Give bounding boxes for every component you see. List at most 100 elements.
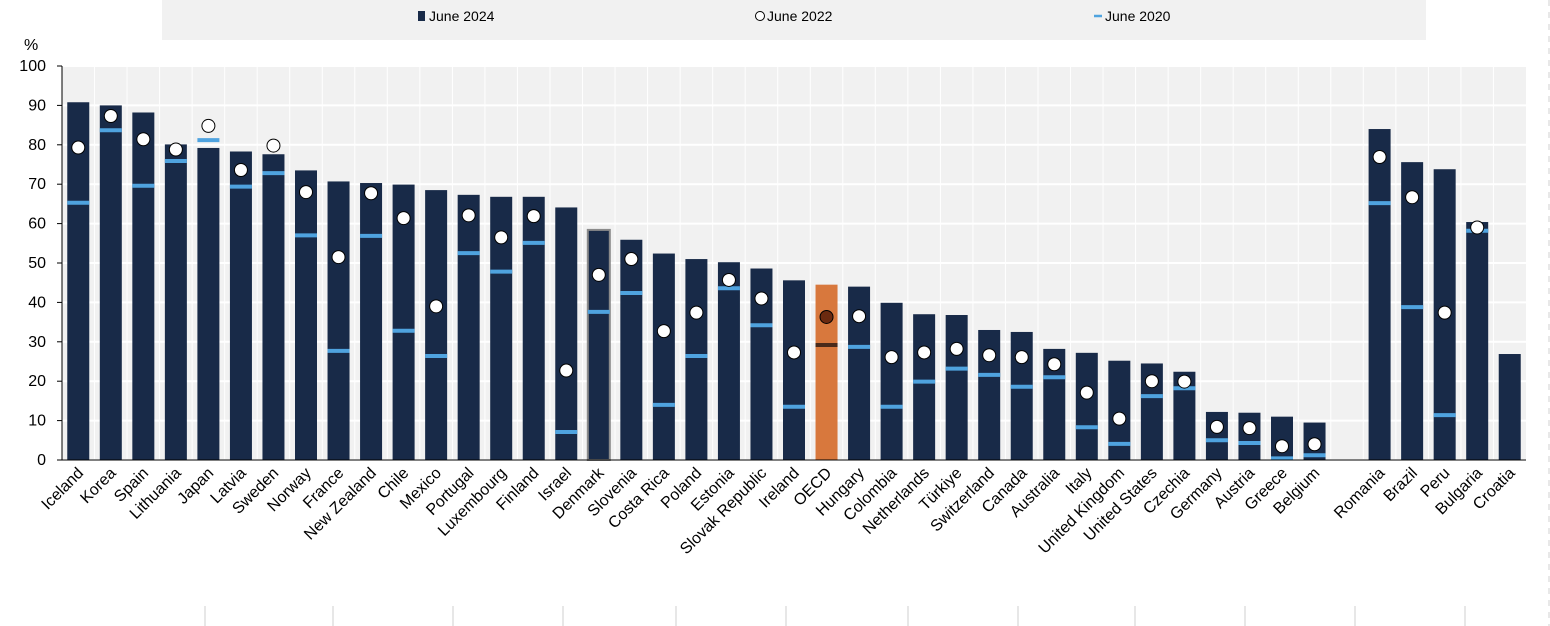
point-2022-t-rkiye (949, 341, 964, 356)
point-2022-norway (299, 185, 313, 200)
bar-sweden (262, 154, 285, 461)
y-tick-label: 50 (28, 255, 46, 272)
bar-oecd (815, 284, 838, 460)
bar-czechia (1173, 371, 1196, 460)
point-2022-poland (689, 305, 704, 320)
footer-dividers (204, 0, 1550, 626)
bar-croatia (1498, 354, 1521, 460)
legend-swatch-circle (755, 11, 765, 21)
point-2022-slovenia (624, 252, 639, 267)
bar-portugal (457, 194, 480, 460)
x-tick-label: Iceland (39, 465, 88, 514)
legend-box (162, 0, 1426, 40)
point-2022-italy (1079, 385, 1094, 400)
legend: June 2024 June 2022 June 2020 (418, 8, 1171, 24)
point-2022-new-zealand (364, 186, 379, 201)
point-2022-france (331, 250, 346, 265)
bar-luxembourg (490, 196, 513, 461)
bar-new-zealand (360, 183, 383, 460)
point-2022-denmark (591, 267, 606, 282)
bar-italy (1075, 352, 1098, 460)
point-2022-latvia (233, 163, 248, 178)
june-2022-markers (71, 109, 1485, 454)
point-2022-spain (136, 132, 151, 147)
y-tick-label: 40 (28, 294, 46, 311)
y-axis-label: % (24, 37, 38, 54)
bar-united-states (1140, 363, 1163, 460)
point-2022-mexico (429, 299, 444, 314)
point-2022-korea (103, 109, 118, 124)
x-tick-label: Japan (174, 465, 217, 508)
point-2022-australia (1047, 357, 1062, 372)
bar-iceland (67, 102, 90, 461)
legend-label: June 2024 (429, 8, 495, 24)
y-tick-label: 10 (28, 413, 46, 430)
point-2022-belgium (1307, 437, 1322, 452)
bar-greece (1271, 416, 1293, 460)
y-tick-label: 60 (28, 216, 46, 233)
bar-slovenia (620, 239, 643, 460)
bar-switzerland (978, 329, 1001, 460)
y-tick-label: 20 (28, 373, 46, 390)
bar-lithuania (164, 144, 187, 460)
bar-hungary (848, 286, 871, 460)
point-2022-switzerland (982, 348, 997, 363)
bar-romania (1368, 129, 1391, 461)
point-2022-brazil (1405, 190, 1420, 205)
y-tick-label: 90 (28, 97, 46, 114)
point-2022-canada (1014, 350, 1029, 365)
point-2022-netherlands (917, 345, 932, 360)
bar-spain (132, 112, 155, 460)
bar-denmark (586, 228, 611, 461)
bar-canada (1010, 331, 1033, 460)
point-2022-iceland (71, 140, 86, 155)
point-2022-germany (1209, 419, 1224, 434)
y-tick-label: 70 (28, 176, 46, 193)
june-2020-markers (67, 128, 1489, 461)
point-2022-ireland (787, 345, 801, 360)
bar-korea (99, 105, 122, 461)
bar-poland (685, 259, 708, 460)
point-2022-peru (1437, 305, 1452, 320)
point-2022-austria (1242, 421, 1257, 436)
x-tick-label: Brazil (1381, 465, 1421, 505)
point-2022-japan (201, 118, 216, 133)
point-2022-colombia (884, 350, 899, 365)
point-2022-slovak-republic (754, 291, 769, 306)
point-2022-lithuania (168, 142, 183, 157)
point-2022-sweden (266, 138, 281, 153)
bar-israel (555, 207, 578, 460)
y-tick-label: 0 (37, 452, 46, 469)
point-2022-united-kingdom (1112, 411, 1127, 426)
bar-austria (1238, 412, 1261, 460)
point-2022-romania (1372, 150, 1387, 165)
bar-latvia (229, 151, 252, 461)
x-tick-label: Korea (77, 465, 119, 507)
bars (67, 102, 1521, 461)
legend-swatch-bar (418, 11, 425, 21)
point-2022-united-states (1144, 374, 1159, 389)
bar-united-kingdom (1108, 360, 1131, 460)
bar-japan (197, 147, 220, 460)
point-2022-luxembourg (494, 230, 509, 245)
point-2022-greece (1275, 439, 1289, 454)
legend-label: June 2022 (767, 8, 833, 24)
y-tick-label: 30 (28, 334, 46, 351)
y-axis: 0 10 20 30 40 50 60 70 80 90 100 (19, 58, 62, 469)
point-2022-hungary (852, 309, 867, 324)
y-tick-label: 80 (28, 137, 46, 154)
bar-netherlands (913, 314, 936, 460)
point-2022-costa-rica (656, 324, 671, 339)
bar-bulgaria (1466, 222, 1489, 460)
bar-colombia (880, 302, 903, 460)
point-2022-bulgaria (1470, 220, 1485, 235)
bar-ireland (783, 280, 805, 460)
point-2022-chile (396, 211, 411, 226)
point-2022-portugal (461, 208, 476, 223)
bar-mexico (425, 190, 448, 461)
bar-norway (295, 170, 317, 460)
bar-slovak-republic (750, 268, 773, 460)
bar-finland (522, 196, 545, 461)
bar-chile (392, 184, 415, 460)
